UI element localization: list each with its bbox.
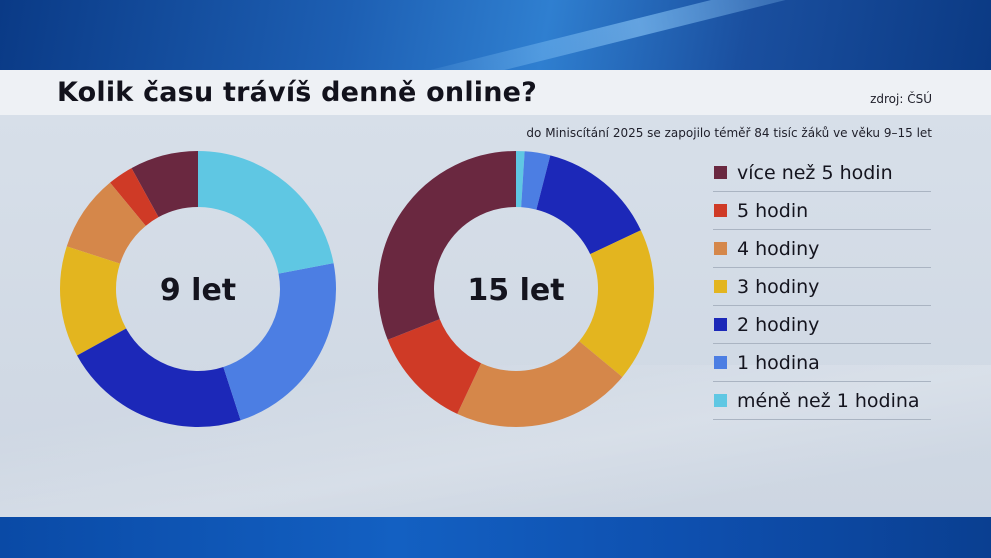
legend-swatch: [714, 280, 727, 293]
donut-segment-1-hodina: [222, 263, 336, 421]
legend-swatch: [714, 242, 727, 255]
donut-segment-5-hodin: [110, 168, 160, 227]
legend-item: méně než 1 hodina: [713, 382, 931, 420]
donut-15-let-label: 15 let: [467, 273, 564, 308]
donut-9-let-label: 9 let: [160, 273, 236, 308]
legend-item: 1 hodina: [713, 344, 931, 382]
donut-9-let: [60, 151, 336, 427]
background-bottom: [0, 517, 991, 558]
legend-label: méně než 1 hodina: [737, 389, 920, 412]
donut-segment-1-hodina: [520, 151, 551, 210]
donut-segment-2-hodiny: [535, 155, 641, 255]
donut-segment-více-než-5-hodin: [131, 151, 199, 218]
legend-swatch: [714, 318, 727, 331]
legend-label: 4 hodiny: [737, 237, 820, 260]
title-bar: [0, 70, 991, 115]
background-top: [0, 0, 991, 99]
donut-segment-4-hodiny: [66, 182, 147, 265]
legend-swatch: [714, 356, 727, 369]
source-note: zdroj: ČSÚ: [870, 92, 932, 106]
donut-segment-méně-než-1-hodina: [197, 151, 334, 275]
donut-segment-3-hodiny: [60, 246, 127, 356]
donut-segment-3-hodiny: [578, 230, 654, 377]
legend-label: více než 5 hodin: [737, 161, 893, 184]
legend-item: 4 hodiny: [713, 230, 931, 268]
legend-swatch: [714, 166, 727, 179]
chart-subtitle: do Miniscítání 2025 se zapojilo téměř 84…: [526, 126, 932, 140]
legend-label: 3 hodiny: [737, 275, 820, 298]
donut-segment-5-hodin: [387, 318, 482, 414]
legend-item: 2 hodiny: [713, 306, 931, 344]
legend-swatch: [714, 394, 727, 407]
legend: více než 5 hodin 5 hodin 4 hodiny 3 hodi…: [713, 154, 931, 420]
legend-item: 5 hodin: [713, 192, 931, 230]
chart-title: Kolik času trávíš denně online?: [57, 77, 538, 108]
donut-segment-2-hodiny: [77, 327, 241, 427]
legend-swatch: [714, 204, 727, 217]
legend-item: více než 5 hodin: [713, 154, 931, 192]
legend-label: 1 hodina: [737, 351, 820, 374]
legend-label: 5 hodin: [737, 199, 809, 222]
donut-15-let: [378, 151, 654, 427]
donut-segment-více-než-5-hodin: [378, 151, 517, 340]
legend-label: 2 hodiny: [737, 313, 820, 336]
donut-segment-4-hodiny: [457, 340, 623, 427]
legend-item: 3 hodiny: [713, 268, 931, 306]
